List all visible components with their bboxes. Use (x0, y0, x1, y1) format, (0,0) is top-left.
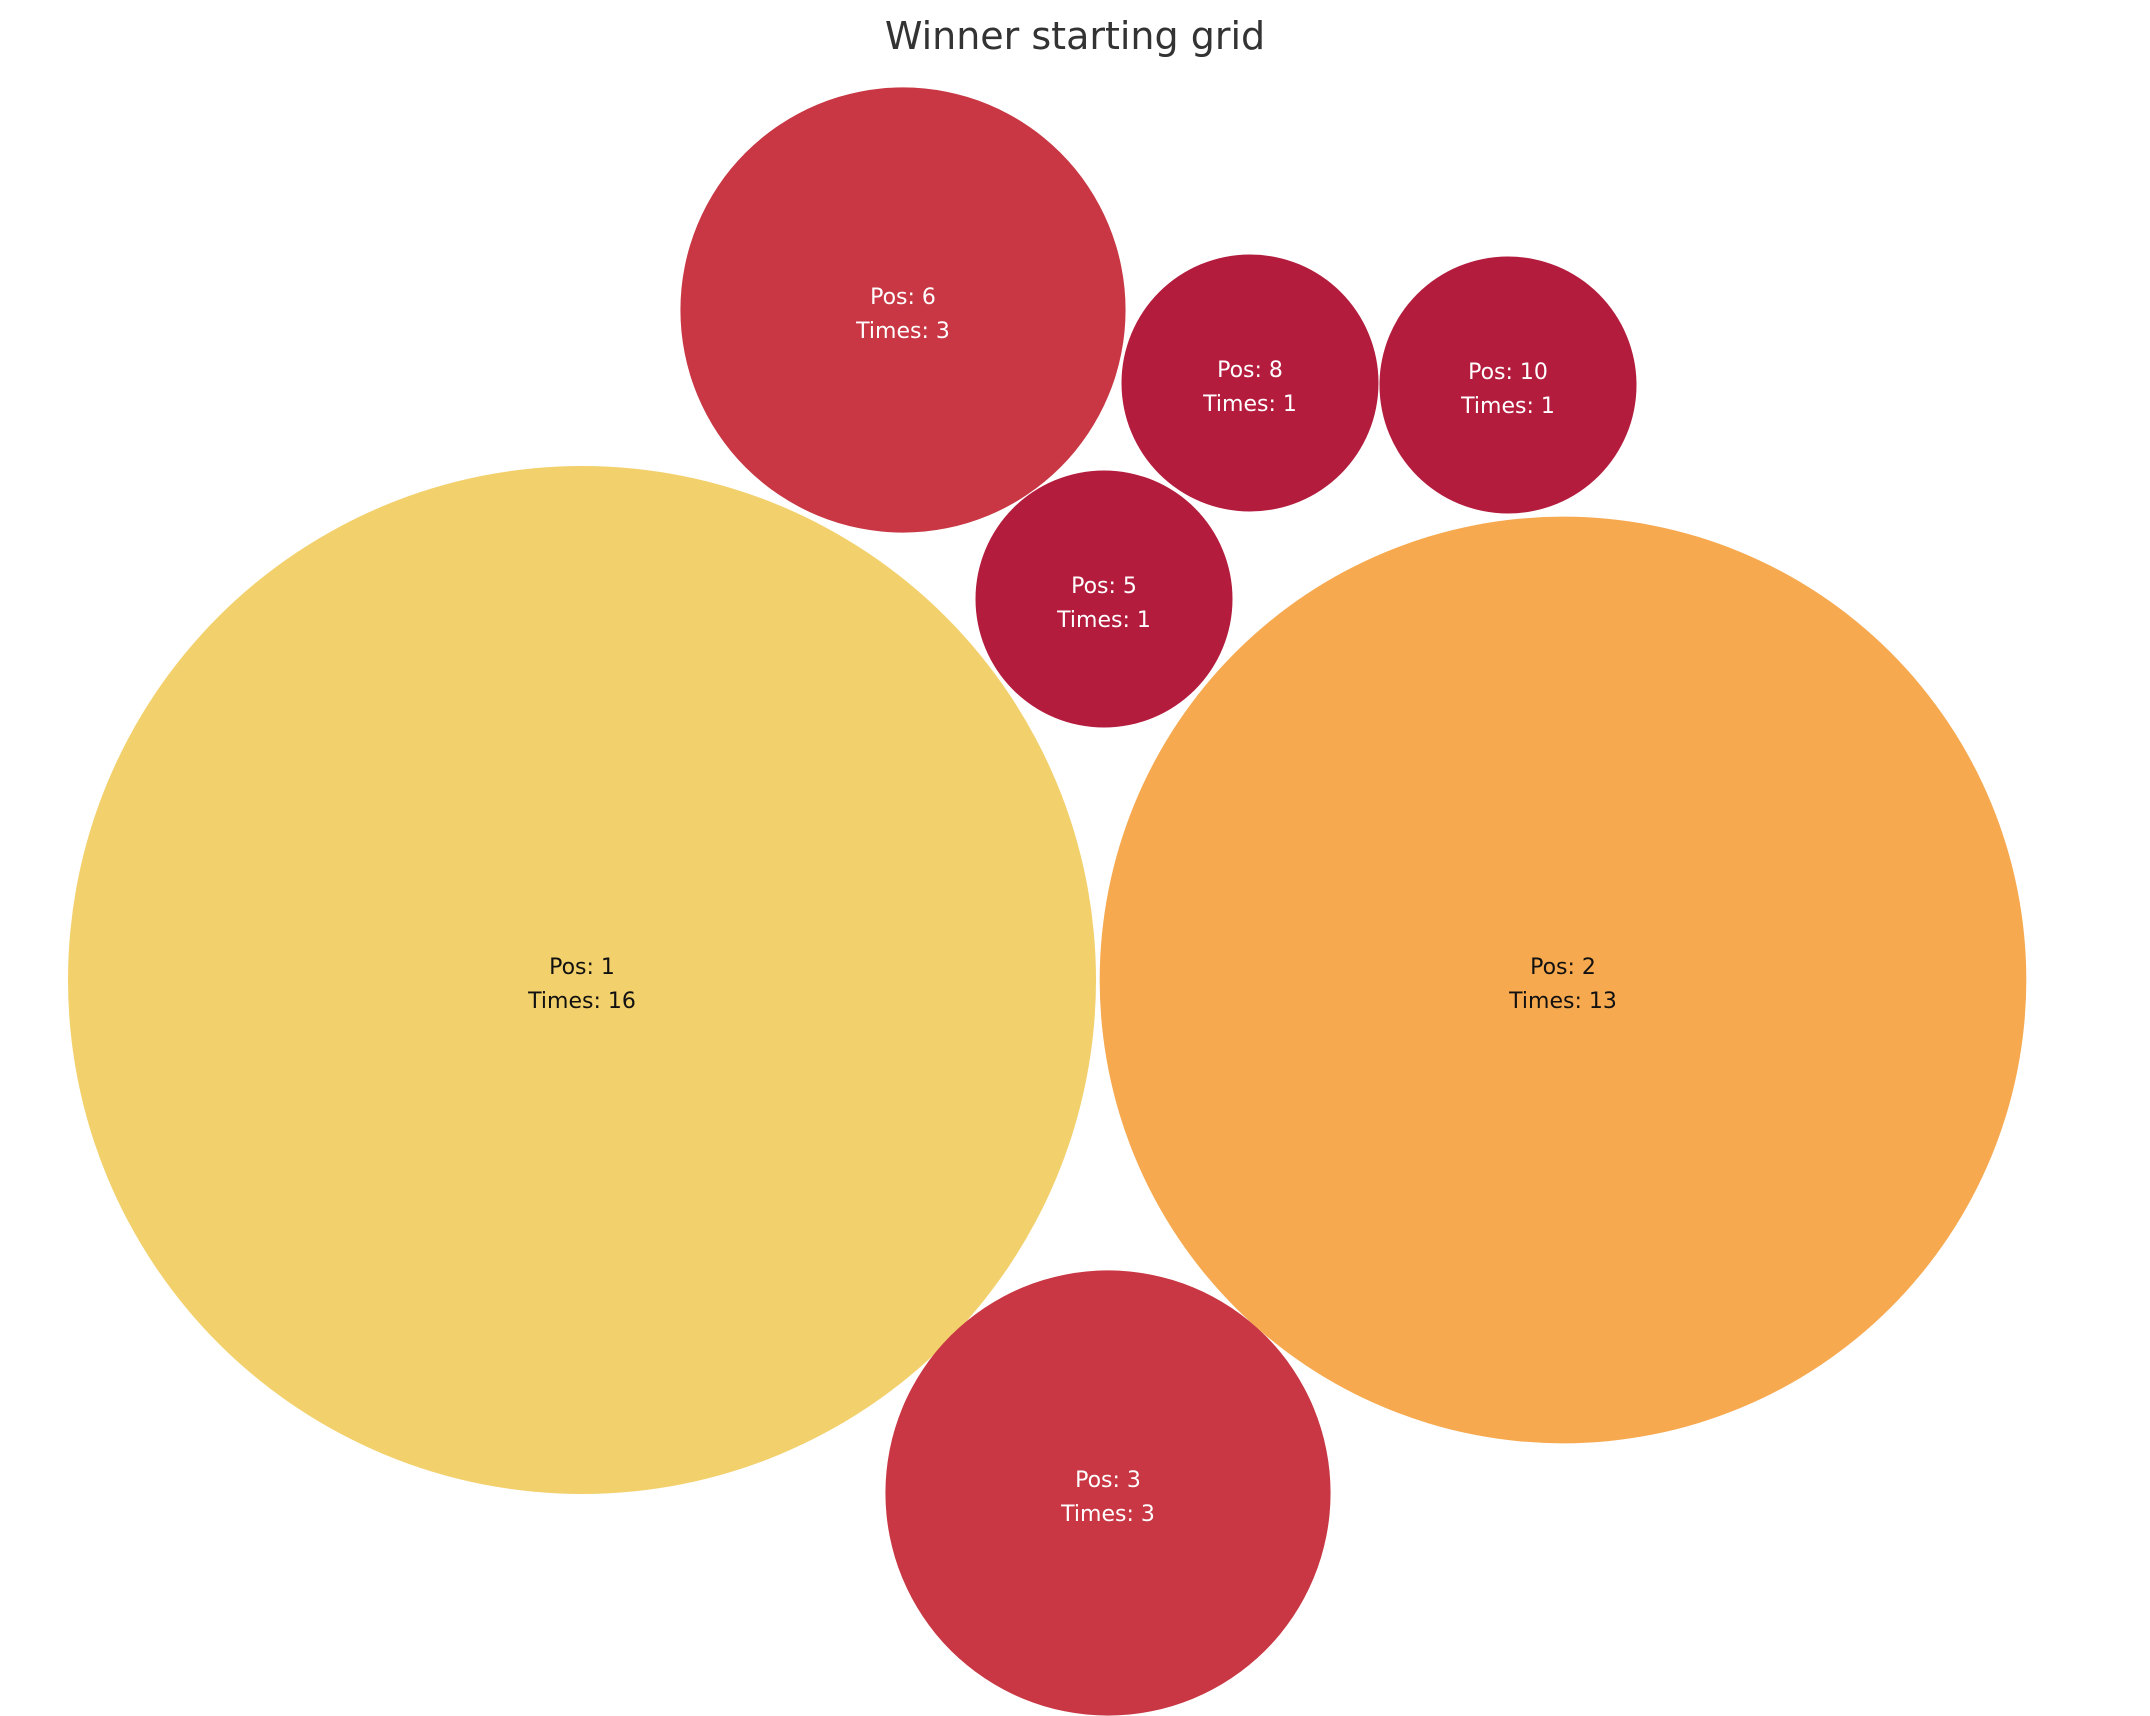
bubble-circle[interactable] (885, 1270, 1331, 1716)
bubble-times-label: Times: 1 (1460, 394, 1555, 419)
bubble-pos-1[interactable]: Pos: 1 Times: 16 (68, 466, 1096, 1494)
bubble-times-label: Times: 16 (527, 989, 636, 1014)
bubble-pos-label: Pos: 3 (1075, 1468, 1141, 1493)
bubble-pos-8[interactable]: Pos: 8 Times: 1 (1121, 254, 1379, 512)
chart-title: Winner starting grid (884, 14, 1266, 58)
bubble-pos-label: Pos: 5 (1071, 574, 1137, 599)
bubble-pos-5[interactable]: Pos: 5 Times: 1 (975, 470, 1233, 728)
bubble-times-label: Times: 3 (855, 319, 950, 344)
bubble-circle[interactable] (1379, 256, 1637, 514)
bubble-circle[interactable] (1121, 254, 1379, 512)
bubble-pos-label: Pos: 10 (1468, 360, 1548, 385)
bubble-pos-label: Pos: 8 (1217, 358, 1283, 383)
bubble-times-label: Times: 13 (1508, 989, 1617, 1014)
bubble-times-label: Times: 3 (1060, 1502, 1155, 1527)
bubble-circle[interactable] (975, 470, 1233, 728)
bubble-pos-6[interactable]: Pos: 6 Times: 3 (680, 87, 1126, 533)
bubble-times-label: Times: 1 (1202, 392, 1297, 417)
bubble-pos-2[interactable]: Pos: 2 Times: 13 (1099, 516, 2027, 1444)
bubble-pos-label: Pos: 1 (549, 955, 615, 980)
bubble-circle[interactable] (1099, 516, 2027, 1444)
bubble-pos-label: Pos: 2 (1530, 955, 1596, 980)
bubble-circle[interactable] (68, 466, 1096, 1494)
bubble-pos-3[interactable]: Pos: 3 Times: 3 (885, 1270, 1331, 1716)
bubble-pos-label: Pos: 6 (870, 285, 936, 310)
bubble-pos-10[interactable]: Pos: 10 Times: 1 (1379, 256, 1637, 514)
bubble-times-label: Times: 1 (1056, 608, 1151, 633)
bubble-circle[interactable] (680, 87, 1126, 533)
